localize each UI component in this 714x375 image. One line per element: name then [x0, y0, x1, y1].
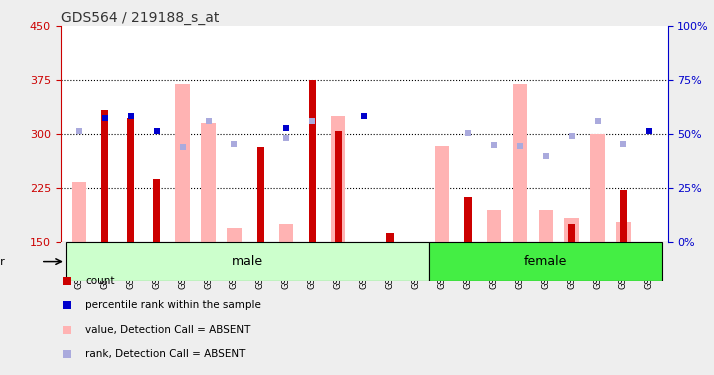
- Text: rank, Detection Call = ABSENT: rank, Detection Call = ABSENT: [85, 349, 246, 359]
- Bar: [538, 210, 553, 242]
- Bar: [620, 190, 627, 242]
- Bar: [66, 242, 429, 281]
- Bar: [565, 218, 579, 242]
- Text: female: female: [524, 255, 568, 268]
- Text: GDS564 / 219188_s_at: GDS564 / 219188_s_at: [61, 11, 219, 25]
- Bar: [487, 210, 501, 242]
- Bar: [71, 182, 86, 242]
- Text: male: male: [232, 255, 263, 268]
- Bar: [429, 242, 663, 281]
- Bar: [435, 146, 449, 242]
- Bar: [308, 80, 316, 242]
- Bar: [513, 84, 527, 242]
- Bar: [386, 232, 393, 242]
- Bar: [176, 84, 190, 242]
- Text: gender: gender: [0, 256, 5, 267]
- Bar: [101, 110, 109, 242]
- Bar: [279, 224, 293, 242]
- Bar: [464, 196, 471, 242]
- Text: count: count: [85, 276, 114, 286]
- Bar: [153, 179, 160, 242]
- Bar: [590, 134, 605, 242]
- Bar: [335, 130, 342, 242]
- Bar: [616, 222, 630, 242]
- Text: percentile rank within the sample: percentile rank within the sample: [85, 300, 261, 310]
- Bar: [257, 147, 264, 242]
- Bar: [331, 116, 346, 242]
- Bar: [568, 224, 575, 242]
- Bar: [227, 228, 241, 242]
- Bar: [127, 118, 134, 242]
- Bar: [201, 123, 216, 242]
- Text: value, Detection Call = ABSENT: value, Detection Call = ABSENT: [85, 324, 251, 334]
